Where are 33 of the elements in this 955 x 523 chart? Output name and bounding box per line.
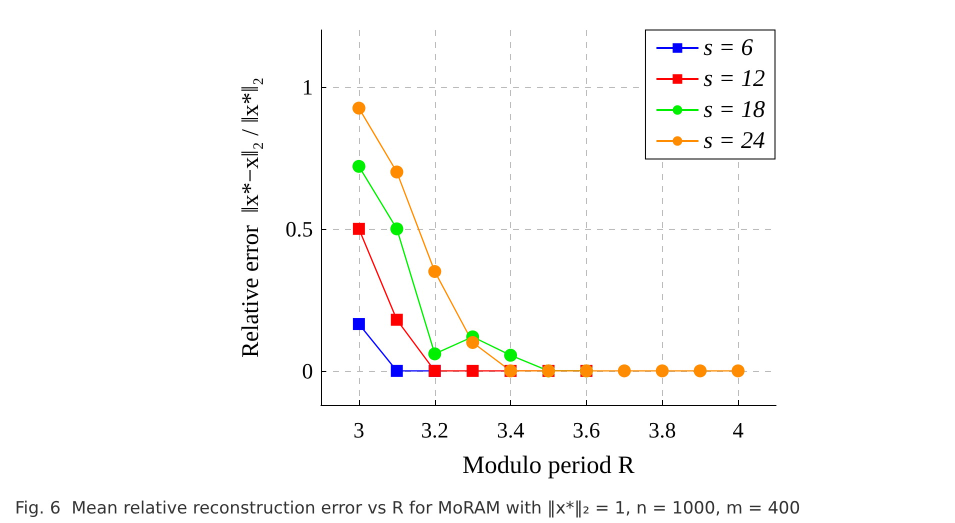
point	[428, 347, 442, 360]
legend-label: s = 18	[703, 97, 766, 123]
legend-label: s = 6	[703, 35, 754, 61]
point	[618, 364, 631, 378]
y-tick-label: 0.5	[286, 216, 313, 242]
point	[390, 166, 404, 179]
point	[390, 222, 404, 236]
x-axis-title: Modulo period R	[462, 452, 635, 479]
point	[428, 264, 442, 278]
x-tick-label: 3.8	[648, 418, 676, 442]
point	[656, 364, 669, 378]
point	[352, 318, 365, 330]
x-tick-label: 3.4	[496, 418, 524, 442]
x-tick-label: 3	[353, 418, 364, 442]
legend-label: s = 12	[703, 66, 766, 92]
y-tick-label: 1	[302, 74, 313, 100]
point	[390, 314, 403, 326]
point	[352, 160, 366, 173]
point	[732, 364, 745, 378]
point	[466, 364, 479, 377]
x-tick-label: 3.2	[421, 418, 448, 442]
legend-label: s = 24	[703, 128, 766, 154]
y-axis-title: Relative error ‖x*−x‖₂ / ‖x*‖₂	[238, 77, 264, 358]
point	[352, 222, 365, 235]
point	[504, 348, 518, 362]
caption: Fig. 6 Mean relative reconstruction error vs R for MoRAM with ‖x*‖₂ = 1, n = 1000, m = 400	[15, 498, 800, 518]
point	[466, 336, 480, 349]
point	[390, 364, 403, 377]
point	[694, 364, 707, 378]
x-tick-label: 3.6	[572, 418, 600, 442]
x-tick-label: 4	[732, 418, 744, 442]
point	[352, 102, 366, 115]
y-tick-label: 0	[302, 358, 313, 384]
